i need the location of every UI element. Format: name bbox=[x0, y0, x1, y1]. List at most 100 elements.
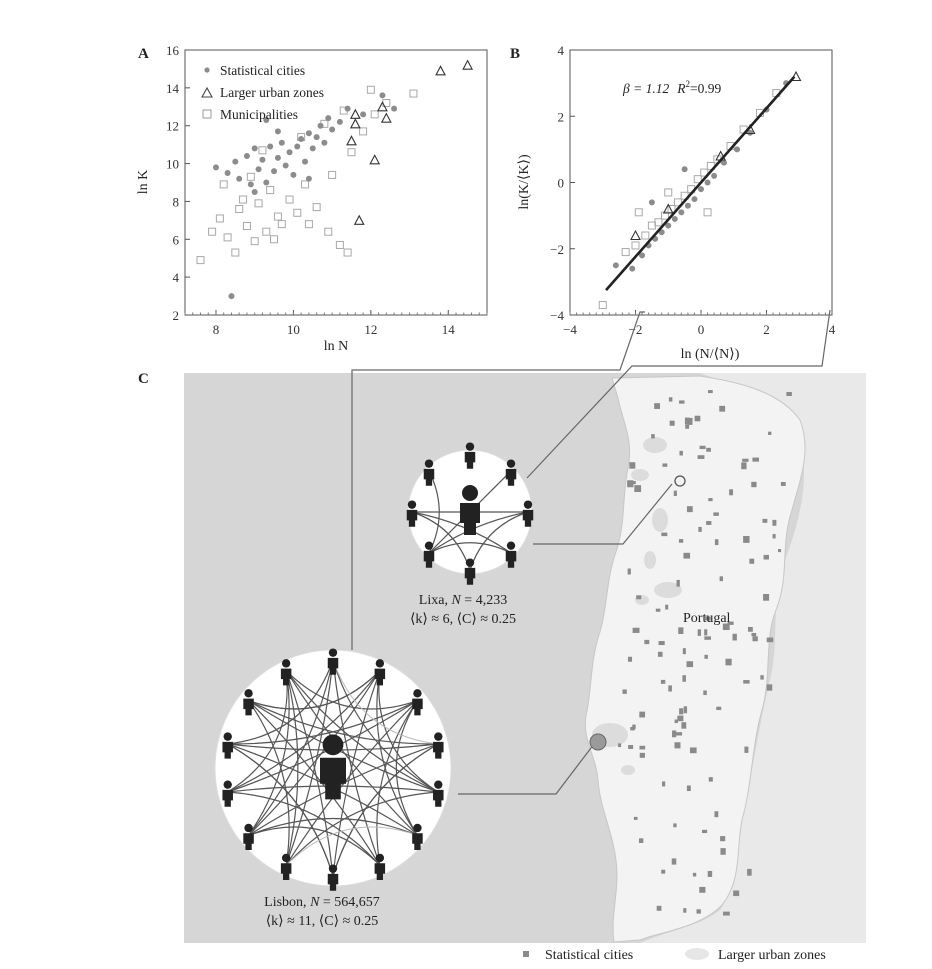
urban-zone-point bbox=[349, 118, 361, 129]
network-edge bbox=[411, 511, 512, 554]
network-edge bbox=[285, 826, 418, 866]
network-edge bbox=[248, 700, 439, 793]
statistical-city-blob bbox=[661, 869, 666, 874]
person-icon bbox=[243, 823, 254, 851]
municipality-point bbox=[262, 227, 271, 236]
statistical-city-blob bbox=[696, 909, 701, 914]
statistical-city-blob bbox=[681, 722, 687, 729]
network-edge bbox=[285, 791, 439, 866]
portugal-label: Portugal bbox=[683, 611, 731, 626]
portugal-landmass bbox=[584, 375, 806, 943]
municipality-point bbox=[223, 233, 232, 242]
statistical-city-blob bbox=[699, 886, 706, 893]
network-edge bbox=[332, 743, 439, 877]
statistical-city-blob bbox=[673, 823, 677, 828]
statistical-city-blob bbox=[655, 608, 661, 612]
statistical-city-blob bbox=[697, 629, 701, 636]
urban-zone-blob bbox=[644, 551, 656, 569]
statistical-city-point bbox=[251, 145, 258, 152]
statistical-city-blob bbox=[627, 656, 633, 662]
legend-square-icon bbox=[202, 109, 212, 119]
statistical-city-blob bbox=[751, 632, 757, 637]
lisbon-caption-line1: Lisbon, N = 564,657 bbox=[264, 895, 380, 910]
panel-b-fit-line bbox=[605, 75, 796, 291]
statistical-city-point bbox=[228, 293, 235, 300]
statistical-city-blob bbox=[682, 648, 686, 655]
legend-municipalities: Municipalities bbox=[220, 107, 298, 122]
statistical-city-blob bbox=[638, 838, 644, 843]
network-edge bbox=[227, 743, 334, 877]
person-icon bbox=[464, 442, 476, 469]
statistical-city-blob bbox=[689, 747, 697, 754]
panel-a-legend: Statistical cities Larger urban zones Mu… bbox=[201, 63, 324, 122]
y-tick-label: 12 bbox=[166, 119, 179, 134]
y-tick-label: 10 bbox=[166, 157, 179, 172]
statistical-city-blob bbox=[742, 458, 749, 462]
network-edge bbox=[248, 826, 381, 866]
statistical-city-point bbox=[259, 156, 266, 163]
legend-statistical-cities: Statistical cities bbox=[220, 63, 305, 78]
statistical-city-blob bbox=[720, 848, 726, 855]
network-edge bbox=[376, 670, 418, 836]
person-icon bbox=[280, 659, 292, 686]
municipality-point bbox=[312, 203, 321, 212]
statistical-city-blob bbox=[714, 811, 719, 818]
statistical-city-blob bbox=[707, 390, 713, 394]
statistical-city-blob bbox=[685, 424, 690, 429]
statistical-city-point bbox=[391, 105, 398, 112]
statistical-city-blob bbox=[748, 626, 753, 632]
statistical-city-blob bbox=[706, 521, 712, 525]
municipality-point bbox=[359, 127, 368, 136]
y-tick-label: 4 bbox=[173, 270, 180, 285]
statistical-city-blob bbox=[632, 627, 640, 633]
panel-a-ylabel: ln K bbox=[136, 170, 151, 195]
statistical-city-blob bbox=[618, 743, 622, 748]
person-icon bbox=[433, 732, 444, 759]
statistical-city-blob bbox=[772, 519, 777, 526]
person-icon bbox=[406, 500, 418, 527]
collapsed-point bbox=[631, 241, 640, 250]
statistical-city-blob bbox=[679, 450, 683, 456]
x-tick-label: 12 bbox=[364, 322, 377, 337]
network-edge bbox=[285, 700, 418, 866]
municipality-point bbox=[304, 220, 313, 229]
legend-larger-urban-zones: Larger urban zones bbox=[220, 85, 324, 100]
statistical-city-blob bbox=[743, 680, 750, 684]
municipality-point bbox=[258, 146, 267, 155]
urban-zone-point bbox=[353, 214, 365, 225]
urban-zone-blob bbox=[631, 469, 649, 481]
collapsed-point bbox=[634, 208, 643, 217]
statistical-city-blob bbox=[639, 745, 646, 750]
statistical-city-point bbox=[267, 143, 274, 150]
network-edge bbox=[227, 659, 334, 745]
panel-b-ylabel: ln(K/⟨K⟩) bbox=[517, 154, 532, 210]
person-icon bbox=[423, 541, 435, 568]
statistical-city-blob bbox=[678, 627, 684, 634]
collapsed-point bbox=[720, 159, 727, 166]
statistical-city-blob bbox=[747, 868, 752, 876]
network-edge bbox=[248, 700, 290, 866]
x-tick-label: 2 bbox=[763, 322, 770, 337]
statistical-city-blob bbox=[741, 462, 747, 470]
statistical-city-blob bbox=[706, 447, 711, 452]
x-tick-label: 10 bbox=[287, 322, 300, 337]
collapsed-point bbox=[621, 248, 630, 257]
network-edge bbox=[285, 670, 299, 866]
y-tick-label: 14 bbox=[166, 81, 180, 96]
statistical-city-blob bbox=[674, 742, 681, 749]
collapsed-point bbox=[681, 166, 688, 173]
collapsed-point bbox=[674, 198, 683, 207]
municipality-point bbox=[239, 195, 248, 204]
panel-b-points bbox=[598, 70, 802, 310]
statistical-city-blob bbox=[679, 708, 684, 715]
statistical-city-blob bbox=[749, 558, 755, 564]
network-edge bbox=[227, 743, 418, 836]
municipality-point bbox=[335, 240, 344, 249]
lixa-name: Lixa, bbox=[419, 593, 452, 608]
statistical-city-blob bbox=[744, 746, 749, 753]
municipality-point bbox=[409, 89, 418, 98]
urban-zone-blob bbox=[643, 437, 667, 453]
network-edge bbox=[285, 659, 334, 866]
